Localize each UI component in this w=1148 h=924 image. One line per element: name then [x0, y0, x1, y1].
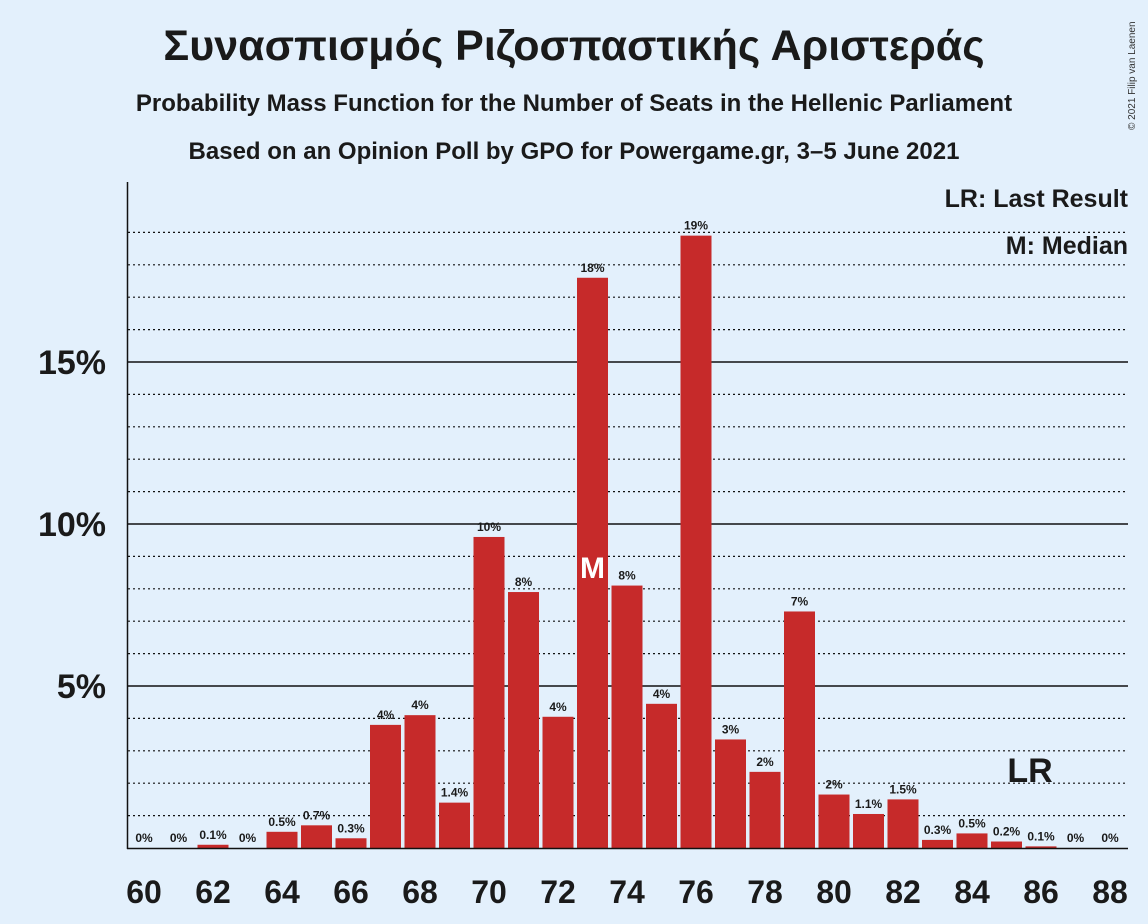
- bar-84: [956, 833, 988, 848]
- bar-82: [887, 799, 919, 848]
- bar-65: [301, 825, 332, 848]
- x-tick-label: 88: [1092, 874, 1128, 910]
- x-axis-ticks: 60 62 64 66 68 70 72 74 76 78 80 82 84 86 88: [126, 874, 1128, 910]
- data-label-69: 1.4%: [441, 786, 469, 800]
- bar-62: [197, 844, 229, 848]
- data-label-82: 1.5%: [889, 782, 917, 796]
- bar-83: [922, 839, 953, 848]
- chart-title: Συνασπισμός Ριζοσπαστικής Αριστεράς: [163, 22, 985, 70]
- data-label-71: 8%: [515, 575, 533, 589]
- x-tick-label: 66: [333, 874, 369, 910]
- x-tick-label: 70: [471, 874, 507, 910]
- bar-69: [439, 802, 470, 848]
- data-label-68: 4%: [411, 698, 429, 712]
- x-tick-label: 76: [678, 874, 714, 910]
- x-tick-label: 82: [885, 874, 921, 910]
- data-label-64: 0.5%: [268, 815, 296, 829]
- data-label-80: 2%: [825, 778, 843, 792]
- x-tick-label: 62: [195, 874, 231, 910]
- data-label-72: 4%: [549, 700, 567, 714]
- x-tick-label: 84: [954, 874, 990, 910]
- bar-72: [542, 716, 574, 848]
- bar-80: [818, 794, 850, 848]
- y-axis-ticks: 5% 10% 15%: [38, 344, 106, 706]
- data-label-81: 1.1%: [855, 797, 883, 811]
- bar-75: [646, 703, 677, 848]
- chart-source-line: Based on an Opinion Poll by GPO for Powe…: [188, 138, 960, 165]
- data-label-73: 18%: [580, 261, 604, 275]
- bar-73: [577, 277, 608, 848]
- data-labels: 0% 0% 0.1% 0% 0.5% 0.7% 0.3% 4% 4% 1.4% 10% 8% 4% 18%…: [135, 219, 1119, 845]
- bar-78: [749, 771, 781, 848]
- chart-subtitle: Probability Mass Function for the Number…: [135, 90, 1013, 117]
- data-label-65: 0.7%: [303, 808, 331, 822]
- y-tick-label: 15%: [38, 344, 106, 382]
- x-tick-label: 78: [747, 874, 783, 910]
- data-label-84: 0.5%: [958, 816, 986, 830]
- bar-68: [404, 715, 436, 848]
- data-label-83: 0.3%: [924, 823, 952, 837]
- y-tick-label: 5%: [57, 668, 106, 706]
- bar-79: [784, 611, 815, 848]
- x-tick-label: 80: [816, 874, 852, 910]
- bar-85: [991, 841, 1022, 848]
- data-label-85: 0.2%: [993, 825, 1021, 839]
- data-label-87: 0%: [1067, 831, 1085, 845]
- bar-74: [611, 585, 643, 848]
- x-tick-label: 64: [264, 874, 300, 910]
- legend-median: M: Median: [1005, 232, 1128, 260]
- bar-71: [508, 592, 539, 848]
- data-label-77: 3%: [722, 722, 740, 736]
- x-tick-label: 74: [609, 874, 645, 910]
- bar-86: [1025, 846, 1057, 848]
- bar-66: [335, 838, 367, 848]
- data-label-70: 10%: [477, 520, 501, 534]
- y-tick-label: 10%: [38, 506, 106, 544]
- data-label-78: 2%: [756, 755, 774, 769]
- bar-64: [266, 831, 298, 848]
- data-label-88: 0%: [1101, 831, 1119, 845]
- data-label-74: 8%: [618, 569, 636, 583]
- x-tick-label: 72: [540, 874, 576, 910]
- data-label-79: 7%: [791, 594, 809, 608]
- last-result-marker: LR: [1007, 752, 1052, 790]
- bar-67: [370, 724, 401, 848]
- data-label-61: 0%: [170, 831, 188, 845]
- data-label-60: 0%: [135, 831, 153, 845]
- x-tick-label: 60: [126, 874, 162, 910]
- data-label-86: 0.1%: [1027, 829, 1055, 843]
- bar-81: [853, 813, 884, 848]
- data-label-62: 0.1%: [199, 828, 227, 842]
- x-tick-label: 86: [1023, 874, 1059, 910]
- data-label-66: 0.3%: [337, 821, 365, 835]
- data-label-67: 4%: [377, 708, 395, 722]
- data-label-63: 0%: [239, 831, 257, 845]
- legend-last-result: LR: Last Result: [944, 185, 1128, 213]
- data-label-75: 4%: [653, 687, 671, 701]
- bar-77: [715, 739, 746, 848]
- x-tick-label: 68: [402, 874, 438, 910]
- bar-76: [680, 235, 712, 848]
- data-label-76: 19%: [684, 219, 708, 233]
- median-marker: M: [580, 552, 605, 585]
- bars: [197, 235, 1057, 848]
- bar-70: [473, 536, 505, 848]
